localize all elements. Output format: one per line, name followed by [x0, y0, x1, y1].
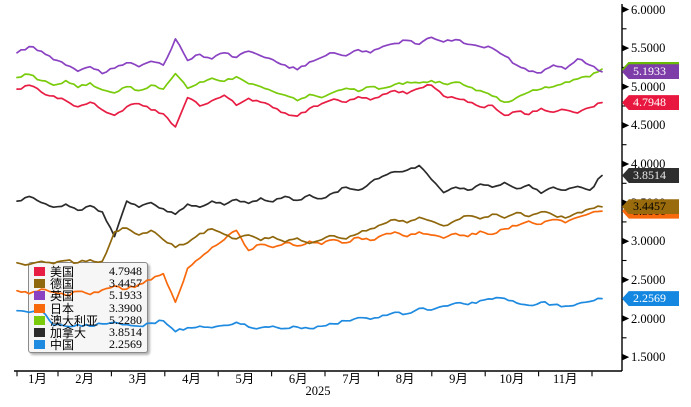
- y-axis-tick-label: 2.0000: [631, 311, 666, 326]
- series-name: 中国: [50, 338, 75, 353]
- series-name: 日本: [50, 301, 75, 316]
- series-color-swatch: [34, 328, 45, 338]
- x-axis-month-label: 2月: [75, 372, 95, 386]
- y-axis-tick-label: 5.0000: [631, 79, 666, 94]
- legend-item-uk[interactable]: 英国 5.1933: [34, 288, 142, 304]
- axis-value-badge-德国: 3.4457: [622, 199, 679, 215]
- legend-item-de[interactable]: 德国 3.4457: [34, 275, 142, 291]
- x-axis-month-label: 3月: [128, 372, 148, 386]
- series-color-swatch: [34, 266, 45, 276]
- y-axis-tick-label: 4.0000: [631, 157, 666, 171]
- legend-item-us[interactable]: 美国 4.7948: [34, 263, 142, 279]
- legend-item-au[interactable]: 澳大利亚 5.2280: [34, 312, 142, 328]
- series-name: 美国: [50, 264, 75, 279]
- series-line-6: [16, 296, 603, 333]
- axis-value-badge-加拿大: 3.8514: [622, 168, 679, 183]
- series-color-swatch: [34, 278, 45, 288]
- series-name: 英国: [50, 289, 75, 304]
- series-line-5: [16, 164, 603, 238]
- axis-value-badge-中国: 2.2569: [622, 291, 679, 307]
- x-axis-month-label: 4月: [182, 372, 201, 386]
- series-name: 加拿大: [50, 326, 87, 341]
- series-value: 4.7948: [109, 263, 142, 278]
- x-axis-month-label: 1月: [28, 372, 47, 386]
- series-line-3: [16, 210, 603, 304]
- y-axis-tick-label: 5.5000: [631, 41, 666, 56]
- axis-value-badge-英国: 5.1933: [622, 64, 679, 80]
- series-value: 3.8514: [109, 325, 142, 340]
- legend-box: [28, 262, 148, 353]
- series-line-0: [16, 84, 603, 128]
- x-axis-month-label: 10月: [499, 372, 525, 386]
- axis-value-badge-美国: 4.7948: [622, 95, 679, 111]
- x-axis-month-label: 6月: [288, 372, 308, 386]
- x-axis-month-label: 8月: [395, 372, 415, 386]
- series-line-4: [16, 68, 603, 104]
- series-color-swatch: [34, 291, 45, 301]
- y-axis-tick-label: 6.0000: [631, 2, 666, 17]
- x-axis-month-label: 9月: [449, 372, 468, 386]
- legend-item-jp[interactable]: 日本 3.3900: [34, 300, 142, 316]
- series-value: 5.1933: [109, 288, 142, 303]
- y-axis-tick-label: 3.0000: [631, 234, 666, 249]
- series-value: 5.2280: [109, 312, 142, 327]
- legend-item-ca[interactable]: 加拿大 3.8514: [34, 325, 142, 341]
- x-axis-month-label: 11月: [553, 372, 578, 386]
- y-axis-tick-label: 4.5000: [631, 118, 666, 133]
- series-value: 3.4457: [109, 275, 142, 290]
- series-name: 澳大利亚: [50, 313, 99, 328]
- series-value: 3.3900: [109, 300, 142, 315]
- legend-item-cn[interactable]: 中国 2.2569: [34, 337, 142, 353]
- series-color-swatch: [34, 303, 45, 313]
- series-line-2: [16, 36, 603, 75]
- y-axis-tick-label: 2.5000: [631, 272, 666, 287]
- series-name: 德国: [50, 276, 75, 291]
- legend: 美国 4.7948 德国 3.4457 英国 5.1933 日本 3.3900 …: [28, 262, 148, 353]
- x-axis-month-label: 5月: [235, 372, 255, 386]
- series-color-swatch: [34, 315, 45, 325]
- x-axis-year-label: 2025: [305, 384, 331, 398]
- y-axis-tick-label: 1.5000: [631, 350, 666, 365]
- series-line-1: [16, 205, 603, 266]
- x-axis-month-label: 7月: [342, 372, 362, 386]
- series-color-swatch: [34, 340, 45, 350]
- series-value: 2.2569: [109, 337, 142, 352]
